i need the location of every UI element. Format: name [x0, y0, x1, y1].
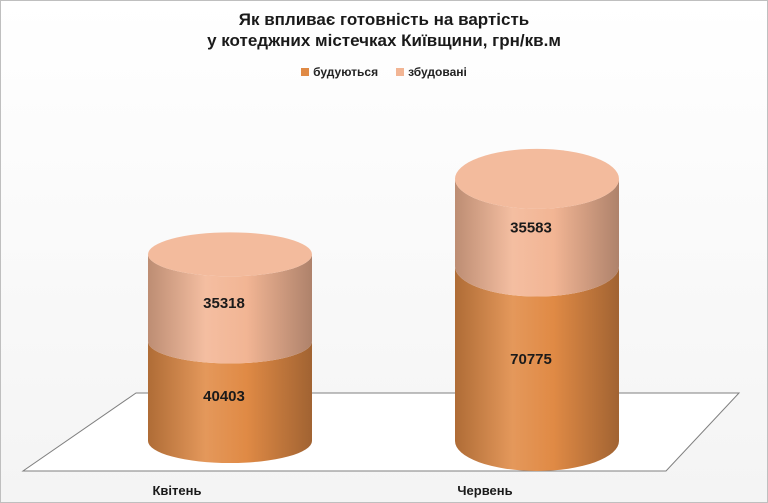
cylinder-top-cherven	[455, 148, 619, 209]
legend-swatch-built	[396, 68, 405, 76]
bar-cherven-built	[455, 178, 619, 297]
legend-item-building: будуються	[301, 65, 378, 79]
data-label-cherven-building: 70775	[510, 351, 552, 368]
chart-title: Як впливає готовність на вартість у коте…	[1, 9, 767, 51]
cylinder-cherven: 70775 35583	[455, 148, 619, 471]
chart-floor	[21, 392, 741, 472]
x-tick-label-kviten: Квітень	[153, 483, 202, 498]
bar-cherven-building	[455, 266, 619, 471]
chart-title-line-1: Як впливає готовність на вартість	[238, 10, 530, 29]
cylinder-top-kviten	[148, 232, 312, 277]
chart-legend: будуються збудовані	[1, 65, 767, 79]
legend-label-built: збудовані	[408, 65, 467, 79]
data-label-cherven-built: 35583	[510, 220, 552, 237]
legend-item-built: збудовані	[396, 65, 467, 79]
x-tick-label-cherven: Червень	[457, 483, 512, 498]
data-label-kviten-built: 35318	[203, 295, 245, 312]
bar-kviten-built	[148, 254, 312, 364]
legend-label-building: будуються	[313, 65, 379, 79]
chart-title-line-2: у котеджних містечках Київщини, грн/кв.м	[207, 31, 561, 50]
legend-swatch-building	[301, 68, 310, 76]
bar-kviten-building	[148, 341, 312, 463]
cylinder-kviten: 40403 35318	[148, 232, 312, 463]
data-label-kviten-building: 40403	[203, 388, 245, 405]
